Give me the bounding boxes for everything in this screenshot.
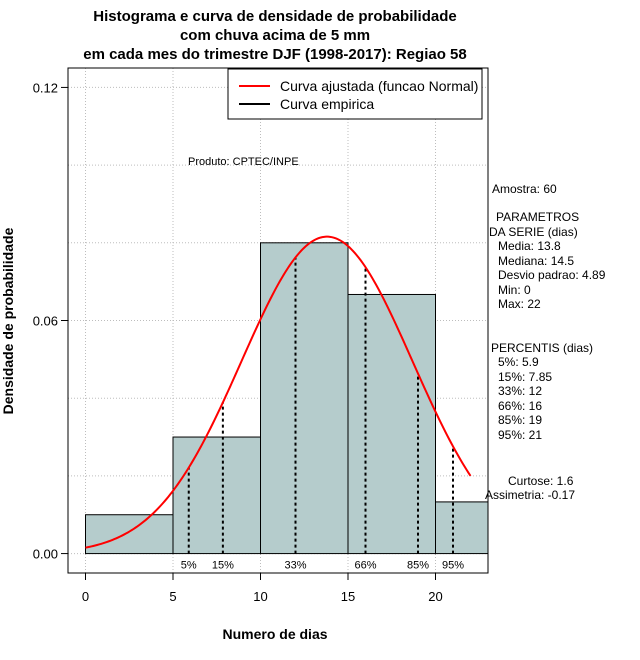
x-tick-label: 0: [82, 589, 89, 604]
x-tick-label: 20: [428, 589, 442, 604]
percentile-label: 85%: [407, 560, 429, 572]
histogram-bar: [435, 501, 489, 555]
legend: Curva ajustada (funcao Normal) Curva emp…: [227, 68, 483, 120]
legend-label-empirical: Curva empirica: [280, 96, 374, 112]
chart-title-line-2: com chuva acima de 5 mm: [180, 27, 370, 44]
stat-p66: 66%: 16: [498, 399, 542, 413]
stat-assimetria: Assimetria: -0.17: [485, 488, 575, 502]
stat-desvio: Desvio padrao: 4.89: [498, 268, 606, 282]
stat-p95: 95%: 21: [498, 428, 542, 442]
product-annotation: Produto: CPTEC/INPE: [188, 156, 299, 168]
stat-curtose: Curtose: 1.6: [508, 474, 574, 488]
y-tick-label: 0.12: [33, 80, 58, 95]
stat-mediana: Mediana: 14.5: [498, 254, 574, 268]
x-tick-label: 15: [341, 589, 355, 604]
stat-params-title-1: PARAMETROS: [496, 210, 579, 224]
percentile-label: 66%: [354, 560, 376, 572]
percentile-lines: [187, 257, 454, 554]
percentile-label: 15%: [212, 560, 234, 572]
histogram-bar: [172, 436, 261, 555]
y-tick-label: 0.06: [33, 314, 58, 329]
histogram-bars: [85, 242, 489, 555]
histogram-bar: [347, 293, 436, 555]
y-axis: 0.00 0.06 0.12: [33, 80, 69, 562]
y-axis-title: Densidade de probabilidade: [0, 227, 16, 414]
stat-p5: 5%: 5.9: [498, 355, 539, 369]
stat-sample: Amostra: 60: [492, 182, 557, 196]
x-axis: 0 5 10 15 20: [82, 572, 443, 604]
histogram-bar: [85, 514, 174, 555]
x-tick-label: 10: [253, 589, 267, 604]
stat-percentis-title: PERCENTIS (dias): [491, 341, 593, 355]
stat-min: Min: 0: [498, 283, 531, 297]
percentile-label: 33%: [284, 560, 306, 572]
stat-max: Max: 22: [498, 297, 541, 311]
stat-p15: 15%: 7.85: [498, 370, 552, 384]
x-axis-title: Numero de dias: [222, 626, 327, 642]
y-tick-label: 0.00: [33, 547, 58, 562]
legend-box: [227, 68, 483, 120]
normal-fit-curve: [85, 235, 472, 549]
stat-p85: 85%: 19: [498, 413, 542, 427]
histogram-bar: [260, 242, 349, 555]
percentile-labels: 5% 15% 33% 66% 85% 95%: [181, 560, 464, 572]
stat-p33: 33%: 12: [498, 384, 542, 398]
chart-title-line-1: Histograma e curva de densidade de proba…: [93, 8, 456, 25]
stats-panel: Amostra: 60 PARAMETROS DA SERIE (dias) M…: [485, 182, 606, 502]
legend-label-fit: Curva ajustada (funcao Normal): [280, 78, 478, 94]
chart-title-line-3: em cada mes do trimestre DJF (1998-2017)…: [83, 46, 467, 63]
x-tick-label: 5: [169, 589, 176, 604]
stat-params-title-2: DA SERIE (dias): [489, 225, 578, 239]
percentile-label: 95%: [442, 560, 464, 572]
percentile-label: 5%: [181, 560, 197, 572]
stat-media: Media: 13.8: [498, 239, 561, 253]
